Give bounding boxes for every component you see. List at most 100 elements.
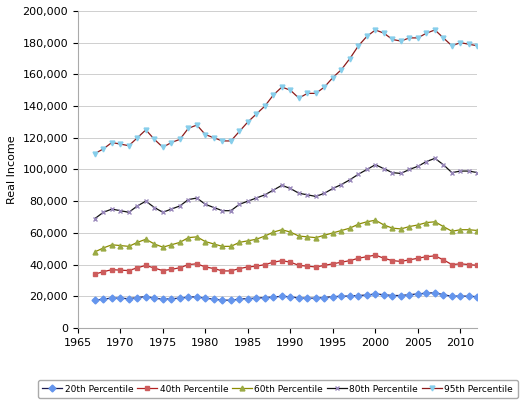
60th Percentile	[109, 242, 115, 247]
Y-axis label: Real Income: Real Income	[7, 135, 17, 204]
60th Percentile	[253, 237, 259, 242]
60th Percentile	[160, 245, 166, 250]
80th Percentile	[219, 208, 226, 213]
60th Percentile	[449, 229, 455, 234]
20th Percentile	[347, 294, 353, 298]
20th Percentile	[338, 294, 345, 299]
80th Percentile	[211, 205, 217, 210]
80th Percentile	[466, 169, 472, 174]
80th Percentile	[304, 192, 311, 197]
95th Percentile	[449, 44, 455, 48]
60th Percentile	[304, 234, 311, 239]
Line: 60th Percentile: 60th Percentile	[92, 218, 480, 254]
20th Percentile	[236, 297, 243, 302]
60th Percentile	[126, 244, 132, 249]
20th Percentile	[92, 298, 98, 303]
40th Percentile	[279, 258, 285, 263]
95th Percentile	[253, 112, 259, 116]
20th Percentile	[177, 296, 183, 300]
80th Percentile	[389, 170, 396, 175]
95th Percentile	[219, 138, 226, 143]
95th Percentile	[321, 85, 327, 90]
60th Percentile	[381, 222, 387, 227]
40th Percentile	[389, 258, 396, 263]
20th Percentile	[355, 293, 362, 298]
20th Percentile	[279, 294, 285, 299]
40th Percentile	[398, 259, 404, 264]
80th Percentile	[228, 208, 234, 213]
80th Percentile	[126, 210, 132, 215]
40th Percentile	[330, 261, 336, 266]
Line: 95th Percentile: 95th Percentile	[92, 28, 480, 156]
95th Percentile	[398, 39, 404, 44]
95th Percentile	[100, 146, 106, 151]
40th Percentile	[287, 260, 293, 265]
95th Percentile	[296, 96, 302, 100]
20th Percentile	[406, 292, 412, 297]
20th Percentile	[262, 295, 268, 300]
80th Percentile	[330, 186, 336, 191]
95th Percentile	[466, 42, 472, 47]
60th Percentile	[406, 224, 412, 229]
95th Percentile	[168, 140, 174, 145]
60th Percentile	[202, 239, 208, 244]
40th Percentile	[92, 272, 98, 276]
40th Percentile	[228, 268, 234, 273]
20th Percentile	[423, 291, 430, 296]
Line: 40th Percentile: 40th Percentile	[92, 253, 480, 276]
95th Percentile	[109, 140, 115, 145]
80th Percentile	[457, 169, 464, 174]
20th Percentile	[466, 294, 472, 299]
95th Percentile	[440, 36, 446, 40]
40th Percentile	[160, 268, 166, 273]
80th Percentile	[253, 196, 259, 200]
95th Percentile	[126, 143, 132, 148]
80th Percentile	[279, 183, 285, 188]
60th Percentile	[338, 228, 345, 233]
20th Percentile	[117, 296, 124, 300]
95th Percentile	[194, 123, 200, 128]
40th Percentile	[313, 264, 319, 269]
60th Percentile	[466, 227, 472, 232]
95th Percentile	[457, 40, 464, 45]
20th Percentile	[134, 295, 140, 300]
20th Percentile	[228, 298, 234, 303]
40th Percentile	[177, 265, 183, 270]
Line: 20th Percentile: 20th Percentile	[92, 290, 480, 303]
95th Percentile	[415, 36, 421, 40]
80th Percentile	[406, 167, 412, 172]
60th Percentile	[262, 234, 268, 238]
40th Percentile	[109, 267, 115, 272]
80th Percentile	[143, 199, 149, 204]
20th Percentile	[245, 296, 251, 301]
95th Percentile	[355, 44, 362, 48]
95th Percentile	[211, 135, 217, 140]
40th Percentile	[168, 267, 174, 272]
60th Percentile	[134, 240, 140, 245]
80th Percentile	[177, 204, 183, 208]
40th Percentile	[185, 262, 192, 267]
60th Percentile	[151, 242, 158, 246]
60th Percentile	[321, 233, 327, 238]
60th Percentile	[313, 235, 319, 240]
40th Percentile	[415, 256, 421, 261]
80th Percentile	[415, 164, 421, 169]
40th Percentile	[338, 260, 345, 265]
20th Percentile	[270, 295, 277, 300]
95th Percentile	[92, 151, 98, 156]
40th Percentile	[466, 262, 472, 267]
20th Percentile	[330, 294, 336, 299]
80th Percentile	[287, 186, 293, 191]
20th Percentile	[143, 294, 149, 299]
20th Percentile	[372, 292, 378, 296]
60th Percentile	[440, 224, 446, 229]
60th Percentile	[245, 238, 251, 243]
40th Percentile	[474, 263, 481, 268]
80th Percentile	[381, 166, 387, 171]
20th Percentile	[194, 294, 200, 299]
40th Percentile	[236, 266, 243, 271]
40th Percentile	[296, 263, 302, 268]
40th Percentile	[262, 262, 268, 267]
95th Percentile	[474, 44, 481, 48]
80th Percentile	[372, 162, 378, 167]
